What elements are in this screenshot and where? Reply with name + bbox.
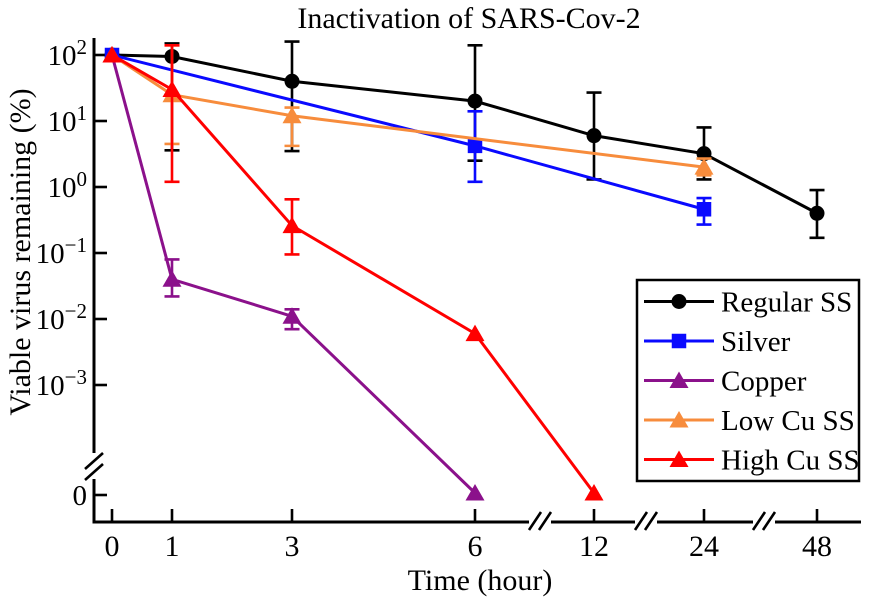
data-point-marker [282,216,302,234]
legend-label: Copper [721,366,807,398]
data-point-marker [586,128,602,144]
y-tick-label: 10−1 [36,233,87,270]
data-point-marker [467,93,483,109]
axis-break-marks [84,452,777,531]
x-tick-label: 0 [105,530,120,563]
series-regular-ss [104,40,825,240]
y-tick-label: 100 [48,167,88,204]
x-axis-break-icon [633,511,659,531]
series-line [111,53,705,169]
legend-entry-low-cu-ss: Low Cu SS [644,405,855,437]
data-point-marker [284,73,300,89]
series-high-cu-ss [102,44,604,501]
legend-label: Low Cu SS [721,405,855,437]
data-point-marker [696,202,712,217]
data-point-marker [282,307,302,324]
data-point-marker [669,411,689,428]
legend-label: High Cu SS [721,445,860,477]
x-tick-label: 6 [468,530,483,563]
legend-entry-silver: Silver [644,326,791,358]
x-tick-label: 1 [165,530,180,563]
data-point-marker [694,158,714,175]
data-point-marker [465,484,485,501]
x-tick-label: 3 [285,530,300,563]
series-line [110,54,477,495]
y-tick-label: 10−2 [36,299,87,336]
x-tick-label: 24 [689,530,719,563]
data-point-marker [584,484,604,501]
data-point-marker [669,371,689,388]
y-tick-label: 101 [48,101,88,138]
y-axis-label: Viable virus remaining (%) [4,88,37,415]
series-line [111,53,818,215]
data-point-marker [669,450,689,467]
legend-label: Regular SS [721,287,852,319]
y-tick-label: 102 [48,35,88,72]
y-axis-break-icon [84,452,104,481]
legend-box [635,278,861,483]
data-point-marker [282,106,302,124]
y-tick-label: 10−3 [36,365,87,402]
data-point-marker [102,46,122,63]
legend-label: Silver [721,326,791,358]
tick-labels: 102 101 100 10−1 10−2 10−3 00 1 3 6 12 24 48 [36,35,832,563]
legend-entry-copper: Copper [644,366,807,398]
series-line [111,53,596,494]
x-tick-label: 12 [579,530,609,563]
series-line [111,53,705,211]
data-point-marker [671,333,687,349]
data-point-marker [809,205,825,221]
legend-entry-high-cu-ss: High Cu SS [644,445,860,477]
data-point-marker [671,294,687,309]
x-tick-label: 48 [802,530,832,563]
y-tick-label-zero: 0 [73,480,88,512]
data-point-marker [467,138,483,154]
series-silver [104,47,712,226]
data-point-marker [162,270,182,287]
legend-entry-regular-ss: Regular SS [644,287,852,319]
chart-title: Inactivation of SARS-Cov-2 [297,2,640,35]
legend: Regular SS Silver Copper Low Cu SS High Cu S… [635,278,861,483]
tick-marks [94,53,819,522]
x-axis-break-icon [751,511,777,531]
x-axis-label: Time (hour) [408,564,553,597]
data-point-marker [465,324,485,342]
x-axis-break-icon [527,511,553,531]
error-bar [164,44,180,184]
data-point-marker [162,80,182,98]
series-low-cu-ss [102,44,714,177]
